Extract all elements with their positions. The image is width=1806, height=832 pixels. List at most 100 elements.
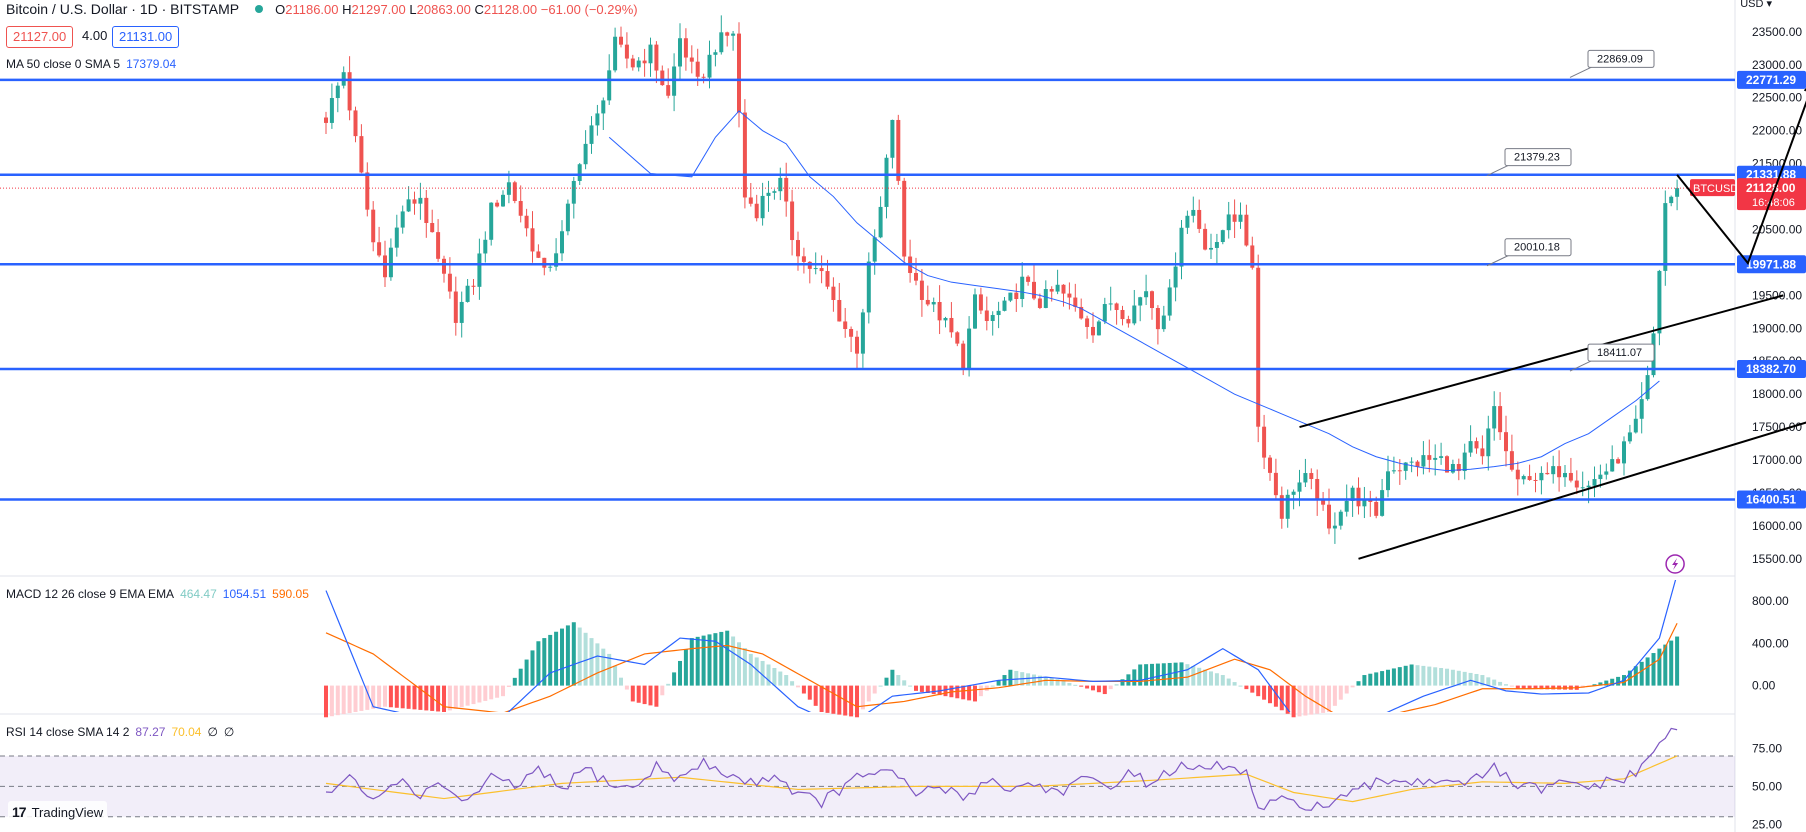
candle — [471, 285, 476, 287]
candle — [1067, 293, 1072, 298]
candle — [1321, 499, 1326, 505]
candle — [477, 253, 482, 287]
macd-hist-bar — [689, 638, 694, 686]
macd-hist-bar — [784, 675, 789, 686]
level-price-tag — [1737, 359, 1806, 378]
macd-hist-bar — [1421, 665, 1426, 686]
level-price-tag — [1737, 70, 1806, 89]
candle — [1291, 491, 1296, 495]
candle — [1397, 470, 1402, 472]
macd-hist-bar — [961, 685, 966, 700]
high-value: 21297.00 — [351, 1, 406, 17]
callout-label: 18411.07 — [1597, 347, 1642, 359]
candle — [1120, 309, 1125, 320]
rsi-tick-label: 25.00 — [1752, 817, 1782, 831]
candle — [406, 199, 411, 212]
rsi-extra-2: ∅ — [223, 725, 235, 739]
macd-hist-bar — [394, 685, 399, 708]
candle — [412, 199, 417, 204]
candle — [648, 44, 653, 64]
candle — [754, 203, 759, 219]
candle — [955, 332, 960, 344]
candle — [1568, 472, 1573, 481]
candle — [1220, 230, 1225, 243]
candle — [377, 242, 382, 256]
macd-hist-bar — [1179, 662, 1184, 686]
candle — [1527, 476, 1532, 480]
macd-hist-bar — [1492, 679, 1497, 686]
ma50-line — [608, 110, 1660, 472]
macd-hist-bar — [849, 685, 854, 717]
macd-hist-bar — [1509, 685, 1514, 687]
candle — [695, 61, 700, 77]
candle — [418, 197, 423, 204]
close-label: C — [474, 1, 484, 17]
macd-legend-label: MACD 12 26 close 9 EMA EMA — [6, 587, 175, 601]
candle — [1138, 297, 1143, 306]
candle — [660, 70, 665, 86]
macd-hist-bar — [353, 685, 358, 712]
sell-price-button[interactable]: 21127.00 — [6, 26, 74, 48]
candle — [1598, 474, 1603, 480]
candle — [1604, 471, 1609, 475]
callout-box — [1504, 238, 1572, 257]
change-value: −61.00 (−0.29%) — [540, 1, 638, 17]
rsi-legend[interactable]: RSI 14 close SMA 14 2 87.27 70.04 ∅ ∅ — [6, 725, 240, 739]
macd-hist-bar — [1238, 685, 1243, 687]
price-tick-label: 20500.00 — [1752, 222, 1802, 236]
candle — [937, 301, 942, 321]
tradingview-logo[interactable]: 17 TradingView — [8, 801, 108, 823]
candle — [719, 32, 724, 53]
macd-hist-bar — [347, 685, 352, 714]
candle — [571, 180, 576, 204]
candle — [843, 321, 848, 329]
candle — [1061, 284, 1066, 294]
candle — [1486, 428, 1491, 457]
macd-hist-bar — [1120, 679, 1125, 686]
macd-hist-bar — [919, 685, 924, 692]
macd-hist-bar — [619, 677, 623, 686]
callout-pointer — [1486, 164, 1511, 177]
macd-hist-bar — [914, 685, 918, 691]
candle — [866, 261, 871, 313]
macd-hist-bar — [760, 660, 765, 686]
candle — [577, 164, 582, 181]
macd-hist-bar — [807, 685, 812, 700]
macd-hist-bar — [796, 685, 800, 688]
rsi-line — [325, 727, 1678, 811]
candle — [554, 253, 559, 267]
candle — [548, 266, 553, 268]
candle — [1421, 455, 1426, 467]
macd-hist-bar — [925, 685, 930, 693]
symbol-title[interactable]: Bitcoin / U.S. Dollar · 1D · BITSTAMP — [6, 1, 240, 17]
macd-legend[interactable]: MACD 12 26 close 9 EMA EMA 464.47 1054.51 5… — [6, 587, 315, 601]
callout-label: 21379.23 — [1514, 152, 1560, 164]
lightning-bolt-icon — [1672, 558, 1679, 570]
candle — [388, 247, 393, 278]
macd-hist-bar — [731, 636, 736, 686]
ma-legend[interactable]: MA 50 close 0 SMA 5 17379.04 — [6, 57, 182, 71]
macd-hist-bar — [1268, 685, 1272, 704]
candle — [778, 177, 783, 192]
macd-hist-bar — [1462, 671, 1467, 686]
macd-hist-bar — [701, 635, 706, 686]
buy-price-button[interactable]: 21131.00 — [112, 26, 180, 48]
macd-hist-bar — [1321, 685, 1326, 713]
macd-hist-bar — [866, 685, 871, 702]
macd-hist-bar — [801, 685, 806, 694]
macd-signal-value: 590.05 — [272, 587, 309, 601]
candle — [654, 44, 659, 71]
macd-hist-bar — [1539, 685, 1544, 690]
macd-hist-bar — [678, 660, 682, 686]
macd-hist-bar — [442, 685, 446, 712]
candle — [825, 271, 830, 287]
candle — [855, 336, 859, 354]
macd-hist-bar — [772, 668, 777, 686]
macd-hist-bar — [978, 685, 983, 697]
candle — [1521, 476, 1526, 480]
currency-selector[interactable]: USD ▾ — [1740, 0, 1772, 10]
macd-hist-bar — [819, 685, 824, 712]
candle — [613, 36, 618, 71]
macd-hist-bar — [1651, 653, 1656, 686]
